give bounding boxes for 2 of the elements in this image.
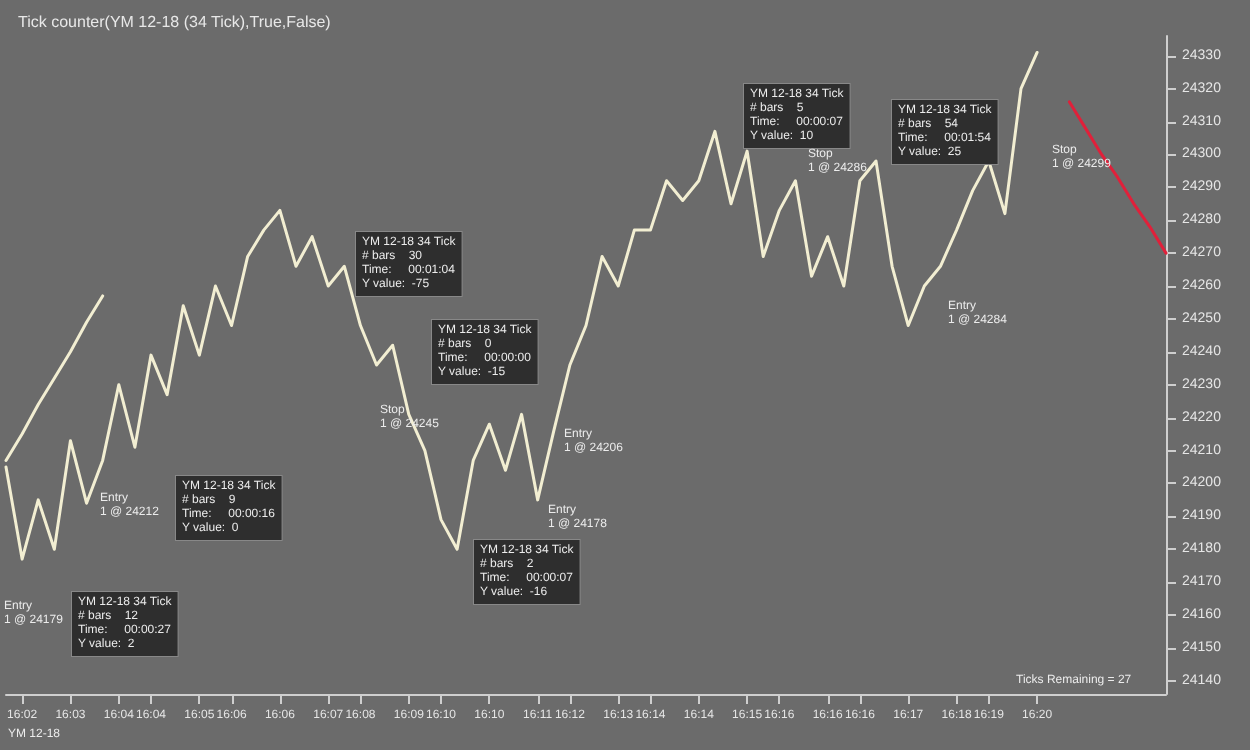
chart-title: Tick counter(YM 12-18 (34 Tick),True,False) [18,13,332,31]
line-series [4,50,1039,561]
